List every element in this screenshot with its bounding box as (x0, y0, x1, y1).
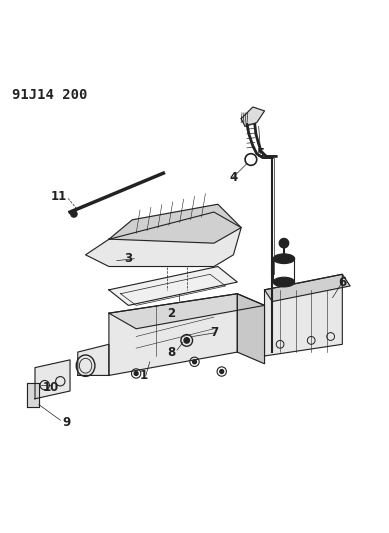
Polygon shape (35, 360, 70, 399)
Polygon shape (237, 294, 265, 364)
Polygon shape (241, 107, 265, 126)
Text: 4: 4 (229, 171, 238, 183)
Text: 3: 3 (124, 252, 132, 265)
Text: 7: 7 (210, 326, 218, 339)
Text: 2: 2 (167, 306, 175, 320)
Polygon shape (78, 344, 109, 375)
Text: 8: 8 (167, 345, 175, 359)
Circle shape (193, 360, 196, 364)
Text: 9: 9 (62, 416, 70, 429)
Text: 6: 6 (338, 276, 347, 288)
Text: 91J14 200: 91J14 200 (12, 87, 87, 102)
Circle shape (134, 372, 138, 375)
Text: 11: 11 (50, 190, 67, 203)
Polygon shape (109, 204, 241, 243)
Polygon shape (86, 212, 241, 266)
Polygon shape (109, 294, 237, 375)
Text: 5: 5 (256, 147, 265, 160)
Polygon shape (265, 274, 350, 302)
Ellipse shape (273, 277, 294, 287)
Polygon shape (109, 294, 265, 329)
Circle shape (279, 238, 289, 248)
Text: 10: 10 (42, 381, 59, 393)
Circle shape (71, 211, 77, 217)
Circle shape (184, 338, 189, 343)
Polygon shape (109, 266, 237, 305)
Circle shape (220, 369, 224, 374)
Polygon shape (265, 274, 342, 356)
Text: 1: 1 (140, 369, 148, 382)
Polygon shape (27, 383, 39, 407)
Ellipse shape (273, 254, 294, 264)
